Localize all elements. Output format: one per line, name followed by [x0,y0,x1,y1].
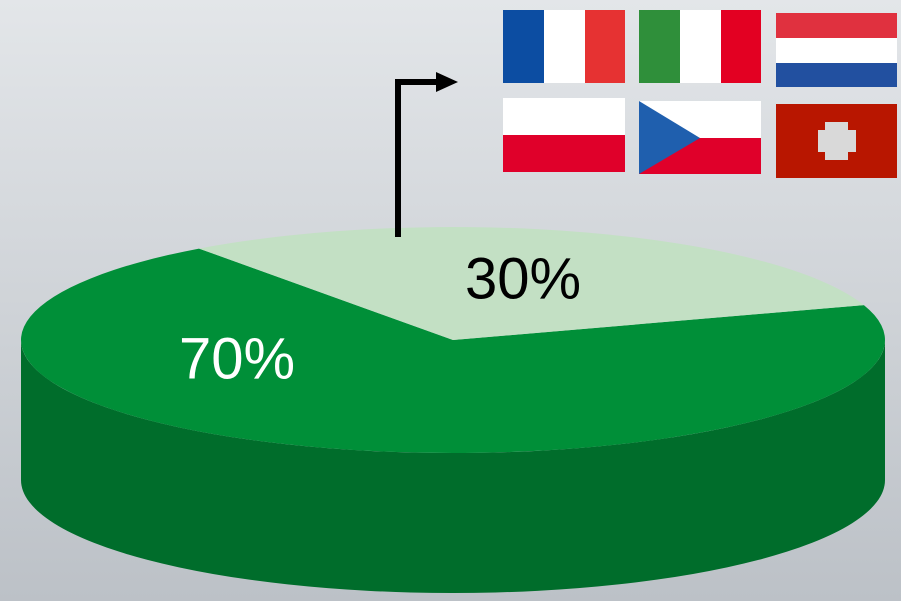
flag-france [503,10,625,83]
pie: 70% 30% [21,227,886,593]
arrow [395,72,458,237]
flag-netherlands [776,13,897,87]
flags [503,10,897,178]
pie-slice [21,248,886,453]
pie-slice [199,227,864,340]
flag-switzerland [776,104,897,178]
flag-poland [503,98,625,172]
data-label: 30% [465,246,581,311]
flag-italy [639,10,761,83]
flag-czech [639,101,761,174]
pie-side [21,340,885,593]
data-label: 70% [179,326,295,391]
